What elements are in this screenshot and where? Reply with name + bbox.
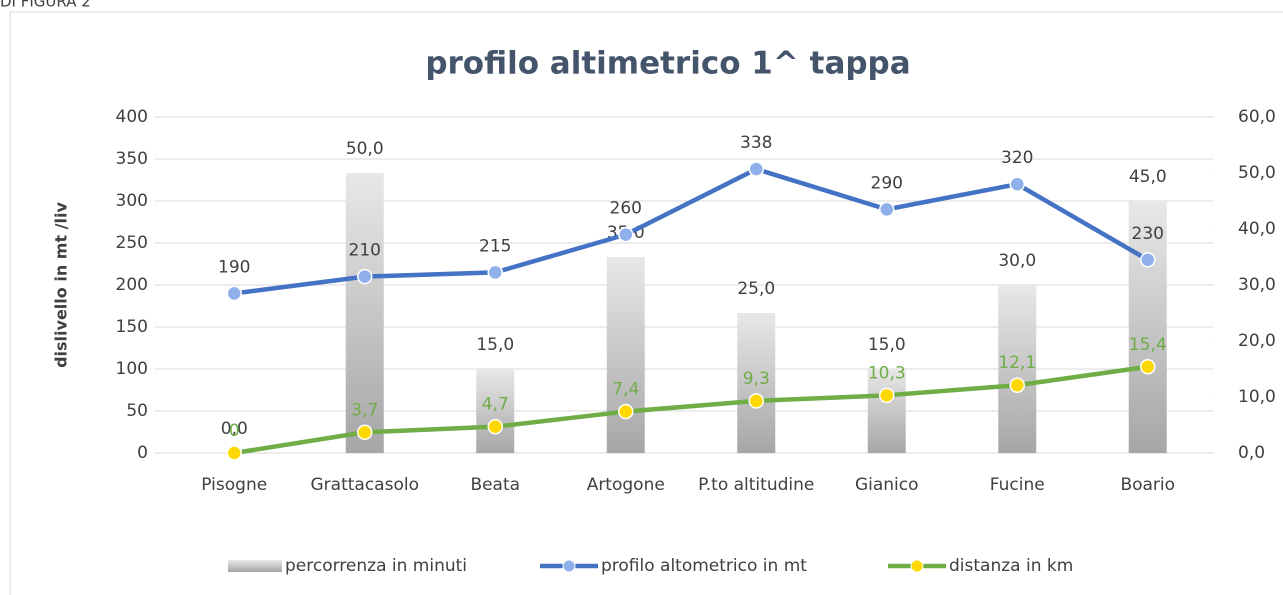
- data-label: 4,7: [482, 395, 509, 415]
- data-label: 320: [1001, 148, 1033, 168]
- data-label: 230: [1132, 224, 1164, 244]
- marker: [357, 424, 373, 441]
- bar: [1128, 201, 1167, 453]
- data-label: 210: [349, 241, 381, 261]
- marker: [226, 445, 242, 461]
- y2-tick-label: 0,0: [1238, 443, 1265, 463]
- marker: [1140, 252, 1156, 268]
- bar-label: 50,0: [346, 139, 384, 159]
- x-tick-label: Beata: [470, 475, 521, 495]
- data-label: 0: [229, 421, 240, 441]
- legend-label: distanza in km: [949, 556, 1073, 576]
- data-label: 260: [610, 199, 642, 219]
- y-tick-label: 300: [116, 191, 148, 211]
- bar-label: 15,0: [476, 335, 514, 355]
- data-label: 3,7: [351, 400, 378, 420]
- line: [233, 166, 1149, 296]
- data-label: 10,3: [868, 363, 906, 383]
- y2-tick-label: 30,0: [1238, 275, 1276, 295]
- y2-tick-label: 20,0: [1238, 331, 1276, 351]
- bar: [737, 313, 776, 453]
- header: DI FIGURA 2: [0, 0, 91, 11]
- y-tick-label: 400: [116, 107, 148, 127]
- y-tick-label: 150: [116, 317, 148, 337]
- marker: [618, 226, 634, 243]
- data-label: 338: [740, 133, 772, 153]
- legend-swatch: [228, 560, 282, 572]
- data-label: 215: [479, 236, 511, 256]
- bar: [476, 369, 515, 453]
- y-axis-label: dislivello in mt /liv: [52, 202, 71, 368]
- x-tick-label: Gianico: [854, 475, 919, 495]
- x-tick-label: Pisogne: [201, 475, 268, 495]
- bar-label: 0,0: [221, 419, 248, 439]
- chart-frame: [9, 11, 1283, 595]
- data-label: 15,4: [1129, 335, 1167, 355]
- chart-title: profilo altimetrico 1^ tappa: [425, 46, 910, 82]
- legend-marker: [562, 559, 576, 573]
- y2-tick-label: 10,0: [1238, 387, 1276, 407]
- y2-tick-label: 40,0: [1238, 219, 1276, 239]
- marker: [748, 161, 764, 177]
- bar-label: 45,0: [1129, 167, 1167, 187]
- marker: [618, 403, 634, 420]
- bar: [606, 257, 645, 453]
- y2-tick-label: 50,0: [1238, 163, 1276, 183]
- data-label: 290: [871, 173, 903, 193]
- x-tick-label: Boario: [1120, 475, 1176, 495]
- y-tick-label: 50: [126, 401, 148, 421]
- y-tick-label: 0: [137, 443, 148, 463]
- legend-label: profilo altometrico in mt: [601, 556, 807, 576]
- x-tick-label: Artogone: [586, 475, 665, 495]
- y-tick-label: 250: [116, 233, 148, 253]
- bar: [998, 285, 1037, 453]
- marker: [226, 285, 242, 302]
- marker: [487, 264, 503, 281]
- marker: [1009, 377, 1025, 393]
- marker: [748, 393, 764, 409]
- marker: [1140, 359, 1156, 375]
- y-tick-label: 200: [116, 275, 148, 295]
- x-tick-label: Grattacasolo: [310, 475, 419, 495]
- y-tick-label: 100: [116, 359, 148, 379]
- marker: [1009, 176, 1025, 192]
- y-tick-label: 350: [116, 149, 148, 169]
- bar-label: 30,0: [998, 251, 1036, 271]
- legend-label: percorrenza in minuti: [285, 556, 467, 576]
- line: [233, 364, 1149, 456]
- marker: [879, 387, 895, 404]
- bar: [867, 369, 906, 453]
- data-label: 190: [218, 257, 250, 277]
- bar-label: 25,0: [737, 279, 775, 299]
- data-label: 12,1: [998, 353, 1036, 373]
- marker: [879, 201, 895, 218]
- marker: [487, 418, 503, 435]
- data-label: 7,4: [612, 380, 639, 400]
- bar-label: 15,0: [868, 335, 906, 355]
- legend-marker: [910, 559, 924, 573]
- x-tick-label: P.to altitudine: [698, 475, 815, 495]
- x-tick-label: Fucine: [989, 475, 1045, 495]
- y2-tick-label: 60,0: [1238, 107, 1276, 127]
- data-label: 9,3: [743, 369, 770, 389]
- bar: [345, 173, 384, 453]
- marker: [357, 268, 373, 285]
